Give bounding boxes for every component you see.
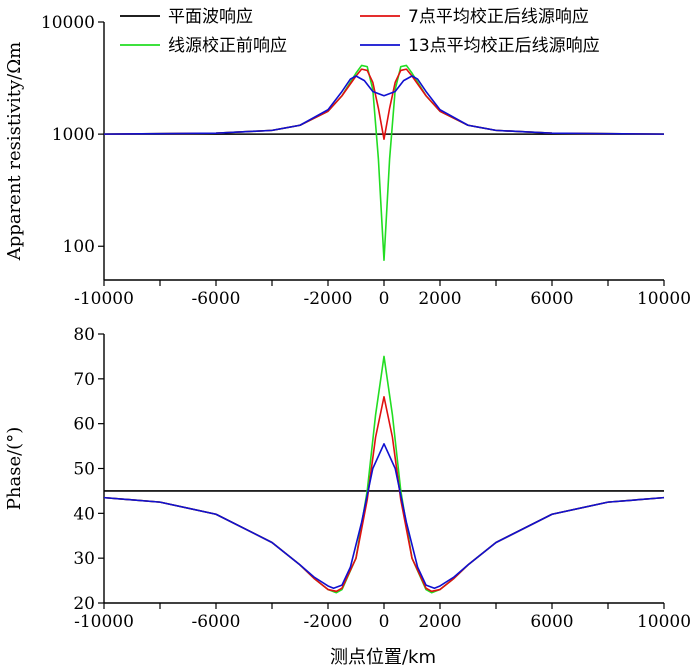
x-tick-label: -6000 — [191, 289, 240, 309]
x-tick-label: -10000 — [74, 289, 134, 309]
phase-chart: -10000 -6000 -2000 0 2000 6000 10000 20 30 40 50 60… — [4, 325, 691, 632]
x-tick-label: 6000 — [530, 289, 573, 309]
legend-label: 7点平均校正后线源响应 — [408, 7, 589, 27]
x-tick-label: -2000 — [303, 612, 352, 632]
x-tick-label: 6000 — [530, 612, 573, 632]
y-tick-label: 10000 — [41, 13, 95, 33]
series-line-4 — [103, 443, 665, 590]
x-tick-label: -6000 — [191, 612, 240, 632]
x-tick-label: 2000 — [418, 289, 461, 309]
y-tick-label: 70 — [73, 370, 95, 390]
y-tick-label: 20 — [73, 594, 95, 614]
series-line-2 — [103, 64, 665, 262]
y-tick-label: 60 — [73, 415, 95, 435]
x-tick-label: 10000 — [637, 612, 691, 632]
x-tick-label: -2000 — [303, 289, 352, 309]
x-tick-label: -10000 — [74, 612, 134, 632]
y-tick-label: 30 — [73, 549, 95, 569]
series-line-3 — [103, 395, 665, 593]
x-axis-label: 测点位置/km — [330, 647, 436, 668]
y-tick-label: 50 — [73, 460, 95, 480]
series-line-3 — [103, 68, 665, 141]
y-tick-label: 80 — [73, 325, 95, 345]
x-tick-label: 0 — [379, 289, 390, 309]
x-tick-label: 2000 — [418, 612, 461, 632]
x-tick-label: 0 — [379, 612, 390, 632]
y-tick-label: 100 — [63, 237, 95, 257]
x-tick-label: 10000 — [637, 289, 691, 309]
legend-label: 线源校正前响应 — [168, 36, 287, 56]
resistivity-chart: -10000 -6000 -2000 0 2000 6000 10000 100 1000 100… — [4, 7, 691, 309]
series-line-2 — [103, 355, 665, 594]
y-axis-label: Apparent resistivity/Ωm — [4, 42, 25, 261]
legend-label: 平面波响应 — [168, 7, 253, 27]
legend-label: 13点平均校正后线源响应 — [408, 36, 600, 56]
y-axis-label: Phase/(°) — [4, 427, 25, 510]
y-tick-label: 40 — [73, 504, 95, 524]
y-tick-label: 1000 — [52, 125, 95, 145]
series-line-4 — [103, 75, 665, 135]
